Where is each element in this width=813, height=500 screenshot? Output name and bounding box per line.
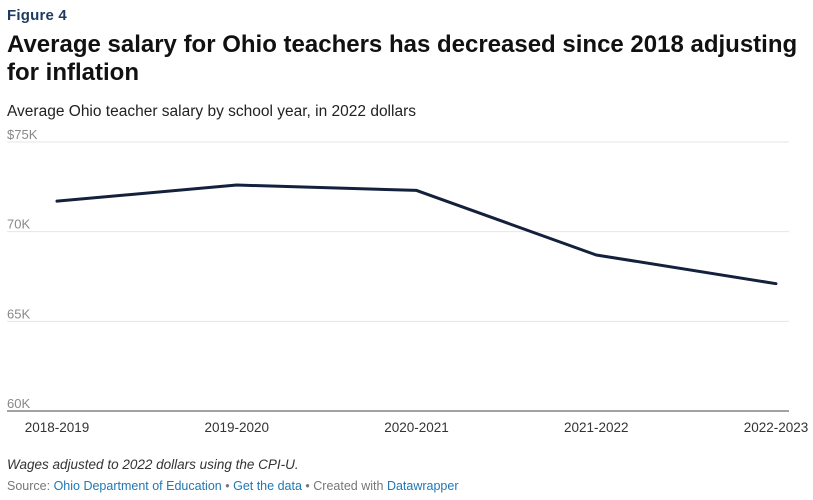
x-tick-label: 2020-2021 [384, 420, 449, 435]
figure-label: Figure 4 [7, 7, 67, 24]
source-prefix: Source: [7, 479, 51, 493]
separator-dot: • [305, 479, 310, 493]
series-layer [55, 183, 778, 286]
chart-title: Average salary for Ohio teachers has dec… [7, 31, 798, 86]
datawrapper-link[interactable]: Datawrapper [386, 479, 459, 493]
created-with-text: Created with [313, 479, 384, 493]
source-line: Source: Ohio Department of Education • G… [7, 479, 459, 493]
y-tick-label: 65K [7, 306, 30, 321]
source-link[interactable]: Ohio Department of Education [53, 479, 222, 493]
y-tick-label: 60K [7, 396, 30, 411]
y-axis-ticks: $75K 70K 65K 60K [7, 128, 38, 411]
series-line [55, 183, 778, 286]
chart-subtitle: Average Ohio teacher salary by school ye… [7, 103, 416, 120]
get-data-link[interactable]: Get the data [233, 479, 302, 493]
x-axis-ticks: 2018-2019 2019-2020 2020-2021 2021-2022 2022… [25, 420, 809, 435]
x-tick-label: 2019-2020 [204, 420, 269, 435]
x-tick-label: 2021-2022 [564, 420, 629, 435]
x-tick-label: 2018-2019 [25, 420, 90, 435]
chart-note: Wages adjusted to 2022 dollars using the… [7, 457, 299, 472]
y-tick-label: $75K [7, 128, 38, 142]
line-chart: $75K 70K 65K 60K 2018-2019 2019-2020 2020-202… [7, 128, 809, 435]
x-tick-label: 2022-2023 [744, 420, 809, 435]
y-tick-label: 70K [7, 217, 30, 232]
separator-dot: • [225, 479, 230, 493]
gridlines [7, 141, 789, 412]
